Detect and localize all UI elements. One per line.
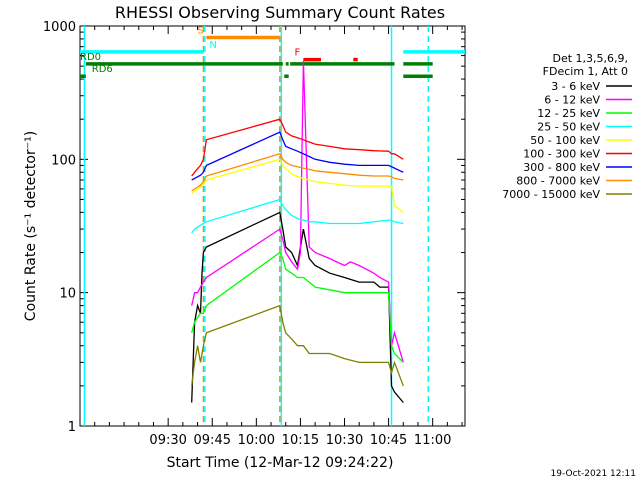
series-lines [191, 60, 404, 403]
legend-label: 800 - 7000 keV [516, 175, 600, 188]
series-line [191, 211, 404, 403]
legend-label: 7000 - 15000 keV [502, 188, 600, 201]
flag-bar-label: F [295, 48, 301, 59]
vertical-markers [83, 26, 430, 426]
footer-date: 19-Oct-2021 12:11 [551, 469, 636, 479]
legend-label: 12 - 25 keV [537, 107, 600, 120]
x-tick-label: 09:45 [194, 433, 231, 448]
legend: Det 1,3,5,6,9,FDecim 1, Att 0 3 - 6 keV6 … [502, 52, 632, 201]
x-tick-label: 10:15 [282, 433, 319, 448]
chart-title: RHESSI Observing Summary Count Rates [115, 3, 445, 22]
flag-bar-label: RD0 [80, 52, 101, 63]
x-tick-label: 11:00 [414, 433, 451, 448]
series-line [191, 131, 404, 181]
legend-header: FDecim 1, Att 0 [543, 65, 628, 78]
series-line [191, 60, 404, 363]
legend-label: 100 - 300 keV [523, 148, 600, 161]
legend-label: 6 - 12 keV [544, 94, 600, 107]
series-line [191, 118, 404, 177]
x-tick-label: 10:00 [238, 433, 275, 448]
x-tick-label: 10:30 [326, 433, 363, 448]
series-line [191, 158, 404, 213]
legend-label: 25 - 50 keV [537, 121, 600, 134]
x-axis-label: Start Time (12-Mar-12 09:24:22) [167, 455, 394, 471]
flag-bar-label: S [198, 25, 204, 36]
flag-bar-label: N [209, 40, 216, 51]
legend-label: 300 - 800 keV [523, 161, 600, 174]
y-tick-label: 1000 [43, 20, 76, 35]
series-line [191, 153, 404, 192]
legend-header: Det 1,3,5,6,9, [552, 52, 628, 65]
y-tick-label: 10 [59, 287, 76, 302]
series-line [191, 198, 404, 234]
series-line [191, 251, 404, 363]
y-tick-label: 1 [68, 420, 76, 435]
y-axis-label: Count Rate (s⁻¹ detector⁻¹) [23, 131, 39, 321]
series-line [191, 304, 404, 387]
legend-label: 3 - 6 keV [551, 80, 600, 93]
flag-bar-label: RD6 [92, 64, 113, 75]
y-tick-label: 100 [51, 153, 76, 168]
x-tick-label: 09:30 [149, 433, 186, 448]
legend-label: 50 - 100 keV [530, 134, 600, 147]
x-tick-label: 10:45 [370, 433, 407, 448]
axes-ticks: 09:30 09:45 10:00 10:15 10:30 10:45 11:00 1 10 10… [43, 20, 465, 448]
plot-frame [79, 25, 466, 427]
